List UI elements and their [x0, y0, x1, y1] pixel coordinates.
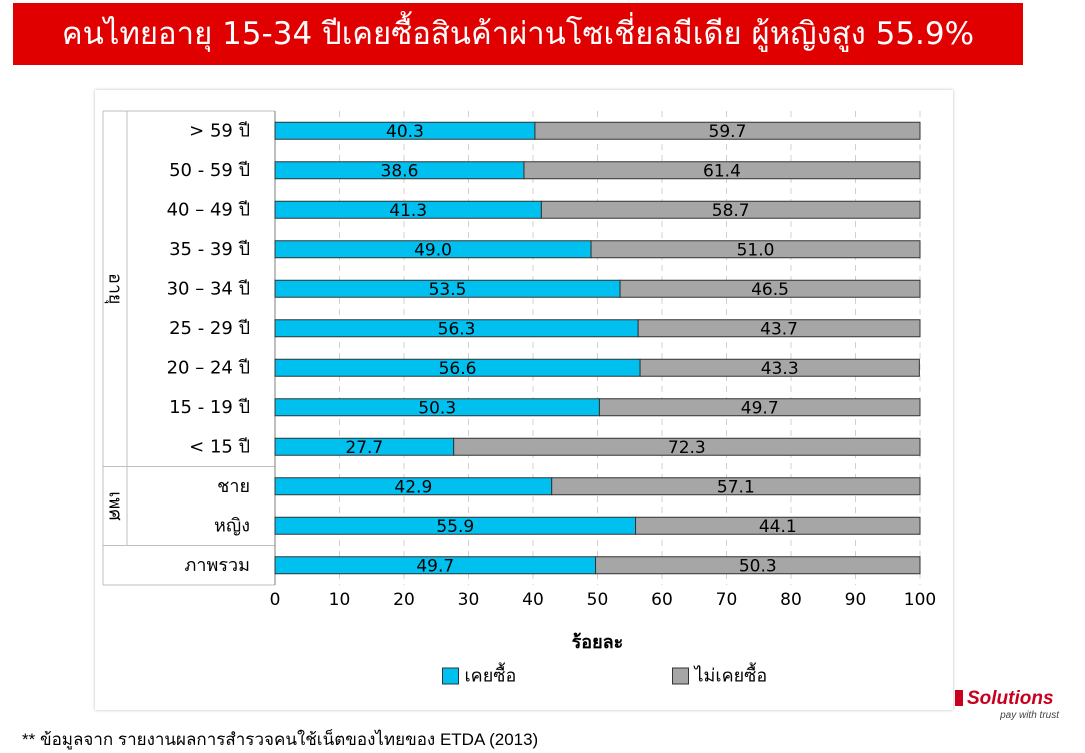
- data-label-bought-6: 56.6: [439, 359, 477, 379]
- data-label-not-bought-2: 58.7: [712, 201, 750, 221]
- category-label-0: > 59 ปี: [189, 120, 250, 141]
- x-tick-label-90: 90: [845, 590, 867, 610]
- data-label-not-bought-8: 72.3: [668, 438, 706, 458]
- x-tick-label-80: 80: [780, 590, 802, 610]
- data-label-bought-4: 53.5: [429, 280, 467, 300]
- x-tick-label-30: 30: [458, 590, 480, 610]
- category-label-10: หญิง: [214, 515, 250, 536]
- data-label-not-bought-6: 43.3: [761, 359, 799, 379]
- source-footnote: ** ข้อมูลจาก รายงานผลการสำรวจคนใช้เน็ตขอ…: [22, 730, 539, 749]
- x-tick-label-20: 20: [393, 590, 415, 610]
- data-label-bought-2: 41.3: [389, 201, 427, 221]
- logo-tagline: pay with trust: [1000, 710, 1059, 721]
- category-label-6: 20 – 24 ปี: [167, 357, 250, 378]
- bar-not-bought-4: [619, 279, 921, 298]
- chart-panel: อายุเพศ 0 10 20 30 40 50 60 70 80 90 100 > 59 ปี 40.3…: [95, 90, 953, 710]
- logo-wordmark: Solutions: [967, 688, 1054, 709]
- category-label-7: 15 - 19 ปี: [169, 397, 250, 418]
- group-label-0: อายุ: [105, 273, 126, 304]
- data-label-bought-1: 38.6: [381, 161, 419, 181]
- category-label-5: 25 - 29 ปี: [169, 318, 250, 339]
- data-label-bought-0: 40.3: [386, 122, 424, 142]
- data-label-not-bought-9: 57.1: [717, 477, 755, 497]
- title-banner: คนไทยอายุ 15-34 ปีเคยซื้อสินค้าผ่านโซเชี…: [13, 3, 1023, 65]
- data-label-not-bought-1: 61.4: [703, 161, 741, 181]
- legend-swatch-not-bought: [672, 667, 689, 685]
- legend-label-not-bought: ไม่เคยซื้อ: [693, 663, 768, 687]
- data-label-bought-10: 55.9: [436, 517, 474, 537]
- data-label-not-bought-0: 59.7: [709, 122, 747, 142]
- category-label-1: 50 - 59 ปี: [169, 160, 250, 181]
- bar-not-bought-8: [453, 437, 921, 456]
- bar-not-bought-1: [523, 161, 921, 180]
- company-logo: Solutions pay with trust: [955, 688, 1065, 728]
- bar-not-bought-11: [595, 556, 921, 575]
- category-label-9: ชาย: [217, 476, 250, 497]
- group-label-1: เพศ: [105, 491, 126, 521]
- stacked-bar-chart: อายุเพศ 0 10 20 30 40 50 60 70 80 90 100 > 59 ปี 40.3…: [102, 110, 936, 687]
- data-label-bought-7: 50.3: [418, 398, 456, 418]
- x-axis-title: ร้อยละ: [572, 632, 624, 653]
- category-label-2: 40 – 49 ปี: [167, 199, 250, 220]
- logo-mark-icon: [955, 690, 963, 706]
- data-label-not-bought-4: 46.5: [751, 280, 789, 300]
- category-label-3: 35 - 39 ปี: [169, 239, 250, 260]
- category-label-4: 30 – 34 ปี: [167, 278, 250, 299]
- bar-not-bought-5: [637, 319, 921, 338]
- bar-not-bought-0: [534, 121, 921, 140]
- bar-not-bought-6: [639, 358, 920, 377]
- data-label-not-bought-5: 43.7: [760, 319, 798, 339]
- data-label-bought-8: 27.7: [345, 438, 383, 458]
- bar-not-bought-7: [598, 398, 921, 417]
- category-label-11: ภาพรวม: [185, 555, 250, 576]
- legend-swatch-bought: [442, 667, 459, 685]
- bar-not-bought-2: [540, 200, 921, 219]
- bar-not-bought-3: [590, 240, 921, 259]
- x-tick-label-100: 100: [904, 590, 936, 610]
- data-label-bought-11: 49.7: [416, 556, 454, 576]
- data-label-not-bought-3: 51.0: [737, 240, 775, 260]
- x-tick-label-0: 0: [270, 590, 281, 610]
- data-label-bought-5: 56.3: [438, 319, 476, 339]
- x-tick-label-40: 40: [522, 590, 544, 610]
- x-tick-label-70: 70: [716, 590, 738, 610]
- data-label-not-bought-7: 49.7: [741, 398, 779, 418]
- bar-not-bought-10: [635, 516, 921, 535]
- data-label-not-bought-11: 50.3: [739, 556, 777, 576]
- bar-not-bought-9: [551, 477, 921, 496]
- data-label-bought-9: 42.9: [394, 477, 432, 497]
- x-tick-label-10: 10: [329, 590, 351, 610]
- legend-label-bought: เคยซื้อ: [465, 663, 517, 687]
- category-label-8: < 15 ปี: [189, 436, 250, 457]
- data-label-not-bought-10: 44.1: [759, 517, 797, 537]
- page-title: คนไทยอายุ 15-34 ปีเคยซื้อสินค้าผ่านโซเชี…: [61, 16, 975, 52]
- x-tick-label-60: 60: [651, 590, 673, 610]
- data-label-bought-3: 49.0: [414, 240, 452, 260]
- x-tick-label-50: 50: [587, 590, 609, 610]
